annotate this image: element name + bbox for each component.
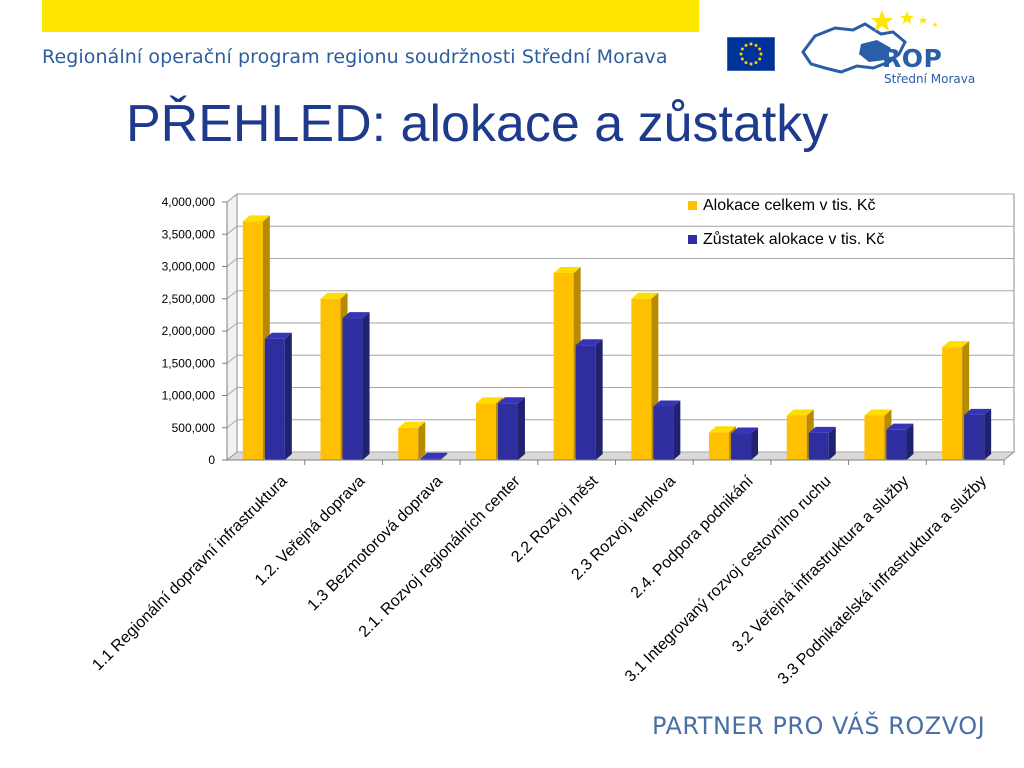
bar-side — [595, 339, 603, 460]
legend-label: Zůstatek alokace v tis. Kč — [703, 230, 884, 248]
bar-top — [553, 266, 581, 273]
y-gridline — [226, 354, 1014, 364]
eu-star — [744, 43, 748, 47]
bar-side — [828, 426, 836, 460]
bar-side — [440, 452, 448, 460]
y-gridline — [226, 387, 1014, 396]
eu-star — [740, 57, 744, 61]
bar-front — [264, 338, 285, 460]
bar-front — [242, 221, 263, 460]
y-tick-label: 4,000,000 — [162, 195, 216, 209]
bar-front — [864, 415, 885, 460]
x-tick-label: 3.2 Veřejná infrastruktura a služby — [729, 473, 912, 656]
y-gridline — [226, 225, 1014, 235]
legend-label: Alokace celkem v tis. Kč — [703, 197, 876, 214]
bar-front — [786, 415, 807, 460]
eu-star — [749, 42, 753, 46]
bar-top — [242, 215, 270, 222]
y-tick-label: 3,500,000 — [162, 227, 216, 241]
eu-star — [740, 47, 744, 51]
bar-side — [673, 400, 681, 460]
bar-front — [497, 403, 518, 460]
rop-logo-icon — [801, 10, 938, 74]
y-gridline — [226, 258, 1014, 267]
bar-front — [575, 345, 596, 460]
bar-side — [517, 397, 525, 460]
bar-top — [631, 292, 659, 299]
top-accent-bar — [42, 0, 699, 32]
slide-title: PŘEHLED: alokace a zůstatky — [126, 95, 829, 153]
eu-star — [749, 62, 753, 66]
legend-swatch — [688, 235, 697, 244]
bar-top — [864, 409, 892, 416]
bar-front — [420, 458, 441, 460]
bar-front — [475, 403, 496, 460]
bar-side — [418, 421, 426, 460]
bar-top — [886, 423, 914, 430]
bar-top — [786, 409, 814, 416]
bar-side — [751, 427, 759, 460]
y-tick-label: 2,500,000 — [162, 292, 216, 306]
y-gridline — [226, 419, 1014, 429]
bar-side — [362, 312, 370, 460]
eu-star — [739, 52, 743, 56]
bar-front — [886, 429, 907, 460]
bar-front — [942, 347, 963, 460]
bar-top — [653, 400, 681, 407]
bar-front — [709, 432, 730, 460]
bar-top — [808, 426, 836, 433]
bar-top — [964, 408, 992, 415]
bar-front — [964, 414, 985, 460]
bar-top — [497, 397, 525, 404]
bar-front — [553, 272, 574, 460]
bar-top — [575, 339, 603, 346]
eu-star — [754, 61, 758, 65]
bar-top — [709, 426, 737, 433]
y-tick-label: 1,000,000 — [162, 389, 216, 403]
logo-title: ROP — [882, 44, 943, 73]
bar-top — [942, 341, 970, 348]
y-gridline — [226, 290, 1014, 300]
eu-star — [758, 47, 762, 51]
bar-top — [475, 397, 503, 404]
bar-side — [906, 423, 914, 460]
eu-star — [744, 61, 748, 65]
eu-star — [758, 57, 762, 61]
bar-top — [264, 332, 292, 339]
y-tick-label: 1,500,000 — [162, 356, 216, 370]
eu-star — [754, 43, 758, 47]
bar-top — [320, 292, 348, 299]
y-gridline — [226, 193, 1014, 203]
x-tick-label: 1.3 Bezmotorová doprava — [305, 473, 447, 615]
bar-top — [731, 427, 759, 434]
y-gridline — [226, 322, 1014, 332]
bar-top — [342, 312, 370, 319]
bar-front — [342, 318, 363, 460]
legend-swatch — [688, 201, 697, 210]
footer-slogan: PARTNER PRO VÁŠ ROZVOJ — [652, 712, 986, 740]
eu-flag-icon — [727, 37, 775, 71]
bar-front — [808, 432, 829, 460]
logo-subtitle: Střední Morava — [884, 72, 976, 86]
eu-star — [759, 52, 763, 56]
bar-top — [420, 452, 448, 459]
y-tick-label: 500,000 — [172, 421, 216, 435]
y-tick-label: 3,000,000 — [162, 260, 216, 274]
bar-front — [631, 298, 652, 460]
bar-front — [653, 406, 674, 460]
y-tick-label: 0 — [208, 453, 215, 467]
y-tick-label: 2,000,000 — [162, 324, 216, 338]
x-tick-label: 2.1. Rozvoj regionálních center — [356, 472, 524, 640]
bar-side — [284, 332, 292, 460]
bar-front — [731, 433, 752, 460]
bar-top — [398, 421, 426, 428]
bar-chart: 0 500,000 1,000,000 1,500,000 2,000,000 2,500… — [89, 192, 1016, 688]
bar-front — [398, 427, 419, 460]
program-name: Regionální operační program regionu soud… — [42, 46, 668, 68]
bar-front — [320, 298, 341, 460]
bar-side — [984, 408, 992, 460]
